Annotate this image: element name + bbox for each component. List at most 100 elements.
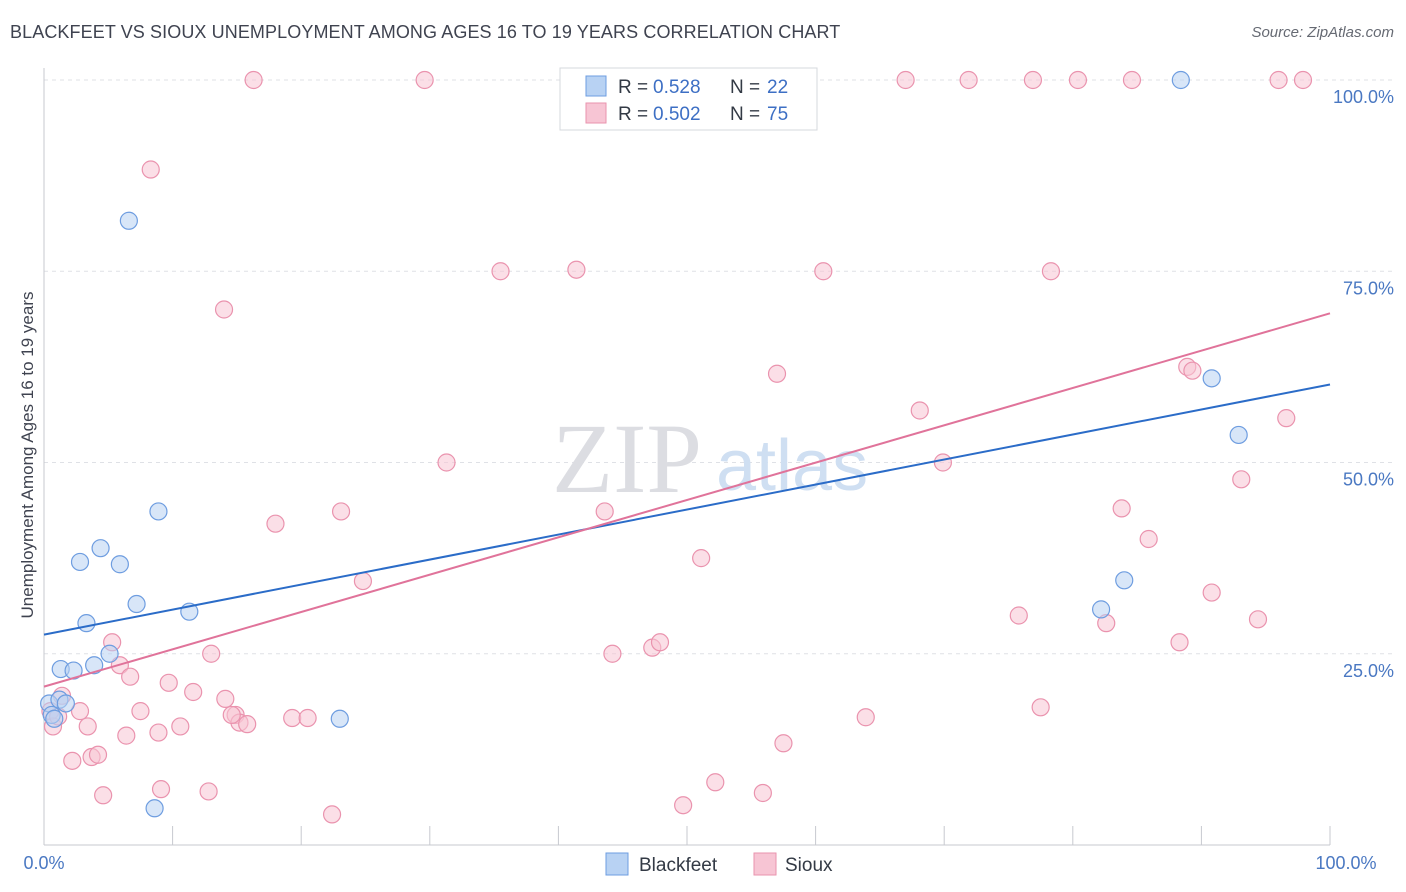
blackfeet-point <box>1091 600 1111 619</box>
series-legend-label-blackfeet: Blackfeet <box>639 855 718 876</box>
sioux-point <box>353 571 373 591</box>
blackfeet-point <box>110 555 129 574</box>
watermark-atlas: atlas <box>716 426 868 506</box>
sioux-point <box>184 682 203 702</box>
sioux-point <box>491 262 510 281</box>
sioux-point <box>856 708 875 727</box>
blackfeet-point <box>100 644 119 663</box>
y-tick-label-50: 50.0% <box>1343 470 1394 490</box>
y-tick-label-100: 100.0% <box>1333 87 1394 107</box>
sioux-point <box>595 502 614 521</box>
sioux-point <box>674 796 693 815</box>
sioux-point <box>1122 70 1142 90</box>
sioux-point <box>216 689 235 708</box>
sioux-point <box>692 549 711 568</box>
sioux-point <box>959 70 978 90</box>
source-credit: Source: ZipAtlas.com <box>1251 24 1394 41</box>
blackfeet-point <box>56 694 75 713</box>
sioux-point <box>131 702 150 721</box>
correlation-legend: R = 0.528 N = 22 R = 0.502 N = 75 <box>559 67 818 131</box>
blackfeet-point <box>149 502 168 521</box>
sioux-point <box>603 644 622 663</box>
sioux-point <box>1112 499 1131 518</box>
chart-title: BLACKFEET VS SIOUX UNEMPLOYMENT AMONG AG… <box>10 22 841 42</box>
sioux-point <box>298 708 317 728</box>
blackfeet-point <box>91 539 110 558</box>
blackfeet-point <box>45 709 64 728</box>
sioux-point <box>202 644 221 663</box>
sioux-point <box>121 667 140 686</box>
sioux-point <box>1139 529 1158 549</box>
sioux-point <box>159 673 178 692</box>
y-tick-label-75: 75.0% <box>1343 278 1394 298</box>
blackfeet-point <box>70 552 90 572</box>
sioux-point <box>437 453 456 472</box>
blackfeet-point <box>1229 425 1248 445</box>
sioux-point <box>910 401 929 420</box>
sioux-point <box>149 723 168 742</box>
sioux-point <box>753 783 772 803</box>
sioux-point <box>1068 70 1088 90</box>
blackfeet-point <box>85 656 104 675</box>
sioux-point <box>567 260 586 279</box>
grid-lines <box>44 79 1392 655</box>
watermark-zip: ZIP <box>552 403 702 514</box>
blackfeet-point <box>1171 70 1190 90</box>
series-legend-swatch-sioux <box>753 852 777 876</box>
sioux-point <box>1031 698 1050 717</box>
sioux-point <box>214 300 234 319</box>
sioux-point <box>1202 583 1221 602</box>
blackfeet-point <box>119 211 138 230</box>
x-tick-label-max: 100.0% <box>1315 853 1376 873</box>
sioux-point <box>767 364 787 383</box>
blackfeet-point <box>1202 369 1221 388</box>
series-legend-label-sioux: Sioux <box>785 855 833 876</box>
blackfeet-point <box>145 799 164 818</box>
sioux-point <box>141 160 160 179</box>
legend-n-value-blackfeet: 22 <box>767 77 788 98</box>
sioux-point <box>1041 262 1061 281</box>
blackfeet-point <box>330 709 349 728</box>
sioux-point <box>117 726 136 745</box>
sioux-point <box>1248 610 1268 629</box>
y-tick-labels: 25.0% 50.0% 75.0% 100.0% <box>1333 87 1394 681</box>
sioux-point <box>814 262 833 281</box>
legend-swatch-sioux <box>585 102 607 124</box>
blackfeet-point <box>127 594 146 614</box>
x-tick-label-min: 0.0% <box>23 853 64 873</box>
sioux-point <box>1170 633 1189 652</box>
sioux-point <box>70 702 90 721</box>
blackfeet-point <box>77 614 96 633</box>
sioux-point <box>1269 70 1288 90</box>
sioux-point <box>1183 361 1202 380</box>
sioux-point <box>266 514 285 533</box>
blackfeet-point <box>1115 571 1134 590</box>
sioux-point <box>151 780 171 799</box>
trend-line-sioux <box>43 312 1331 688</box>
sioux-point <box>322 805 342 824</box>
sioux-point <box>94 786 113 805</box>
sioux-point <box>774 734 793 753</box>
legend-swatch-blackfeet <box>585 75 607 97</box>
sioux-point <box>331 502 351 521</box>
sioux-point <box>222 705 241 725</box>
sioux-point <box>706 773 725 792</box>
sioux-point <box>896 70 915 90</box>
sioux-point <box>199 782 218 801</box>
x-axis-ticks <box>43 826 1331 845</box>
series-blackfeet-points <box>40 70 1248 818</box>
y-tick-label-25: 25.0% <box>1343 661 1394 681</box>
legend-r-value-sioux: 0.502 <box>653 104 701 125</box>
series-legend: Blackfeet Sioux <box>605 852 833 876</box>
legend-n-label-blackfeet: N = <box>730 77 760 98</box>
sioux-point <box>283 708 302 728</box>
sioux-point <box>1293 70 1313 90</box>
sioux-point <box>1009 606 1028 625</box>
legend-r-label-sioux: R = <box>618 104 648 125</box>
sioux-point <box>933 453 953 472</box>
sioux-point <box>238 715 257 734</box>
sioux-point <box>244 70 263 90</box>
sioux-point <box>63 751 82 770</box>
series-sioux-points <box>41 70 1313 824</box>
